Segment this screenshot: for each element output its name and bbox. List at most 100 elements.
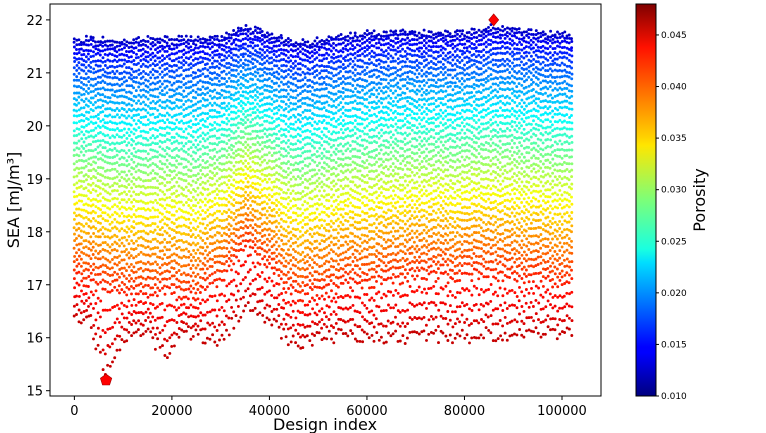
scatter-point bbox=[410, 156, 414, 160]
scatter-point bbox=[251, 156, 255, 159]
scatter-point bbox=[518, 102, 522, 105]
scatter-point bbox=[353, 79, 357, 83]
scatter-point bbox=[73, 52, 76, 55]
scatter-point bbox=[491, 121, 495, 125]
scatter-point bbox=[379, 177, 383, 181]
scatter-point bbox=[191, 135, 195, 139]
scatter-point bbox=[489, 43, 493, 46]
scatter-point bbox=[372, 81, 376, 85]
scatter-point bbox=[482, 95, 486, 99]
scatter-point bbox=[85, 124, 88, 127]
scatter-point bbox=[320, 107, 324, 111]
scatter-point bbox=[113, 109, 117, 112]
scatter-point bbox=[258, 74, 262, 78]
scatter-point bbox=[367, 37, 371, 41]
scatter-point bbox=[529, 64, 533, 68]
scatter-point bbox=[132, 154, 136, 158]
scatter-point bbox=[85, 178, 88, 182]
scatter-point bbox=[422, 79, 426, 82]
scatter-point bbox=[179, 135, 183, 139]
scatter-point bbox=[465, 102, 469, 106]
scatter-point bbox=[182, 48, 186, 52]
scatter-point bbox=[506, 68, 509, 72]
scatter-point bbox=[470, 37, 474, 41]
scatter-point bbox=[403, 78, 407, 81]
scatter-point bbox=[201, 50, 205, 54]
scatter-point bbox=[370, 149, 374, 153]
scatter-point bbox=[308, 84, 312, 88]
scatter-point bbox=[155, 63, 159, 67]
scatter-point bbox=[420, 52, 424, 56]
scatter-point bbox=[439, 129, 443, 133]
scatter-point bbox=[308, 177, 312, 181]
scatter-point bbox=[411, 31, 414, 35]
scatter-point bbox=[211, 56, 215, 60]
scatter-point bbox=[153, 115, 157, 119]
scatter-point bbox=[536, 157, 540, 160]
scatter-point bbox=[208, 141, 212, 145]
scatter-point bbox=[515, 130, 519, 134]
scatter-point bbox=[424, 159, 428, 163]
scatter-point bbox=[392, 78, 395, 82]
scatter-point bbox=[220, 127, 224, 131]
scatter-point bbox=[427, 85, 431, 89]
scatter-point bbox=[341, 105, 345, 109]
scatter-point bbox=[415, 126, 419, 130]
scatter-point bbox=[515, 43, 519, 47]
scatter-point bbox=[253, 136, 257, 140]
scatter-point bbox=[251, 90, 255, 93]
scatter-point bbox=[291, 96, 295, 100]
scatter-point bbox=[151, 169, 155, 173]
scatter-point bbox=[460, 155, 464, 159]
scatter-point bbox=[151, 88, 155, 92]
scatter-point bbox=[325, 75, 329, 79]
scatter-point bbox=[427, 162, 431, 166]
scatter-point bbox=[496, 166, 500, 169]
scatter-point bbox=[477, 167, 481, 170]
scatter-point bbox=[541, 112, 545, 116]
scatter-point bbox=[320, 157, 324, 160]
scatter-point bbox=[172, 136, 176, 139]
scatter-point bbox=[241, 32, 245, 36]
scatter-point bbox=[546, 63, 550, 67]
scatter-point bbox=[282, 58, 286, 61]
scatter-point bbox=[370, 105, 374, 109]
scatter-point bbox=[291, 168, 295, 172]
scatter-point bbox=[175, 113, 178, 117]
scatter-point bbox=[179, 112, 183, 116]
scatter-point bbox=[213, 71, 217, 75]
scatter-point bbox=[223, 64, 226, 68]
scatter-point bbox=[101, 68, 105, 71]
scatter-point bbox=[251, 83, 255, 87]
scatter-point bbox=[339, 65, 343, 69]
scatter-point bbox=[527, 151, 531, 155]
scatter-point bbox=[408, 140, 412, 144]
scatter-point bbox=[517, 57, 521, 61]
scatter-point bbox=[349, 134, 353, 138]
scatter-point bbox=[165, 35, 169, 39]
scatter-point bbox=[215, 122, 219, 126]
scatter-point bbox=[482, 102, 485, 106]
scatter-point bbox=[413, 84, 417, 88]
scatter-point bbox=[484, 30, 488, 34]
scatter-point bbox=[199, 112, 203, 116]
scatter-point bbox=[491, 40, 495, 44]
scatter-point bbox=[270, 73, 274, 77]
scatter-point bbox=[84, 60, 88, 64]
scatter-point bbox=[351, 94, 355, 98]
scatter-point bbox=[360, 47, 364, 51]
scatter-point bbox=[560, 106, 564, 110]
scatter-point bbox=[524, 116, 528, 120]
scatter-point bbox=[548, 51, 552, 55]
scatter-point bbox=[215, 179, 219, 183]
scatter-point bbox=[339, 54, 343, 58]
scatter-point bbox=[82, 100, 86, 103]
scatter-point bbox=[405, 160, 409, 164]
scatter-point bbox=[539, 138, 543, 142]
scatter-point bbox=[382, 34, 386, 38]
scatter-point bbox=[227, 36, 231, 40]
scatter-point bbox=[446, 34, 450, 38]
scatter-point bbox=[406, 71, 410, 74]
scatter-point bbox=[144, 130, 148, 134]
scatter-point bbox=[334, 73, 338, 77]
